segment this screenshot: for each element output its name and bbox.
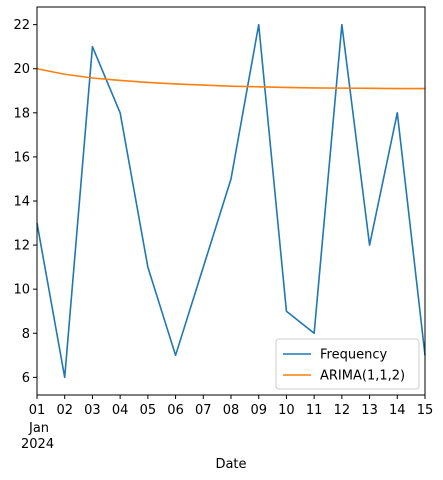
y-tick-label: 20 <box>13 62 30 77</box>
y-tick-label: 8 <box>22 327 30 342</box>
x-axis: Jan 2024 Date 01 02 03 04 05 06 07 08 09 10 11 12 13… <box>21 395 433 472</box>
x-tick-label: 15 <box>417 403 434 418</box>
y-axis: 6 8 10 12 14 16 18 20 22 <box>13 18 37 386</box>
x-tick-label: 11 <box>306 403 323 418</box>
series-layer <box>36 23 426 379</box>
x-tick-label: 01 <box>29 403 46 418</box>
x-tick-label: 14 <box>389 403 406 418</box>
legend-box <box>275 338 420 390</box>
series-line-arima <box>36 67 425 90</box>
x-tick-label: 02 <box>56 403 73 418</box>
y-tick-label: 12 <box>13 239 30 254</box>
x-axis-title: Date <box>215 457 246 472</box>
x-tick-label: 09 <box>250 403 267 418</box>
plot-frame <box>36 6 426 396</box>
x-tick-label: 08 <box>223 403 240 418</box>
y-tick-label: 16 <box>13 150 30 165</box>
x-tick-label: 06 <box>167 403 184 418</box>
y-tick-label: 22 <box>13 18 30 33</box>
y-tick-label: 14 <box>13 195 30 210</box>
x-tick-label: 12 <box>334 403 351 418</box>
y-tick-label: 18 <box>13 106 30 121</box>
x-tick-label: 10 <box>278 403 295 418</box>
y-tick-label: 6 <box>22 371 30 386</box>
x-tick-label: 07 <box>195 403 212 418</box>
x-tick-label: 04 <box>112 403 129 418</box>
legend-label-frequency: Frequency <box>320 348 387 363</box>
x-month-label: Jan <box>28 421 49 436</box>
x-year-label: 2024 <box>21 437 54 452</box>
x-tick-label: 03 <box>84 403 101 418</box>
legend: Frequency ARIMA(1,1,2) <box>275 338 420 390</box>
y-tick-label: 10 <box>13 283 30 298</box>
legend-label-arima: ARIMA(1,1,2) <box>320 369 405 384</box>
x-tick-label: 05 <box>140 403 157 418</box>
x-tick-label: 13 <box>361 403 378 418</box>
